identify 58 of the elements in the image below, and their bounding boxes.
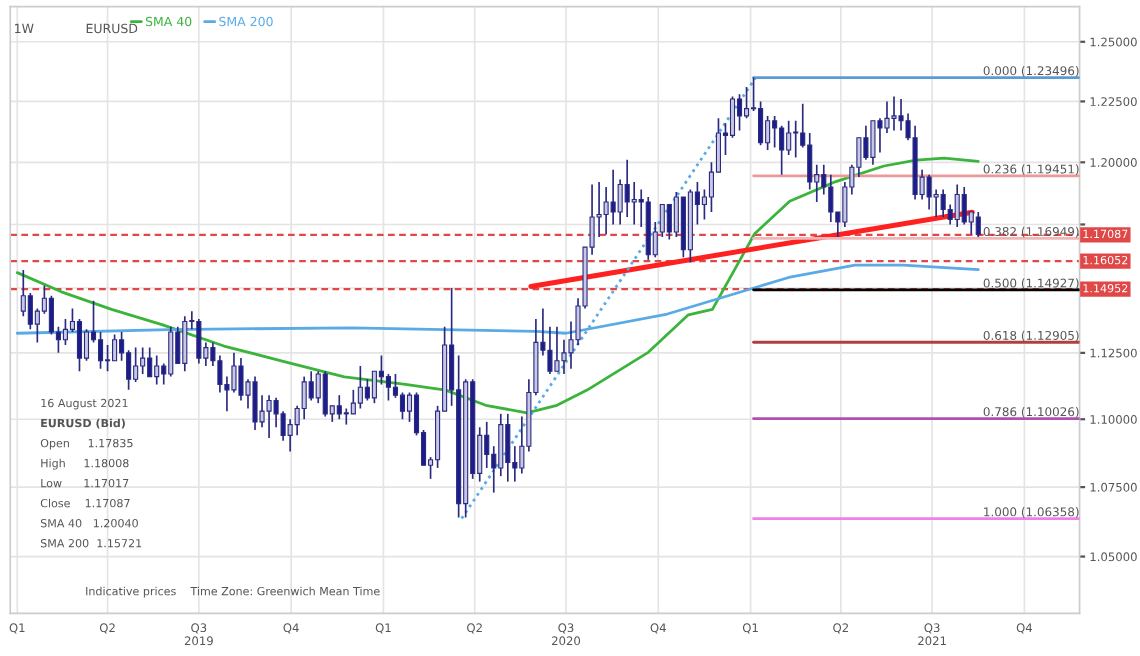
candlestick [48,294,54,336]
candlestick [140,346,146,375]
candlestick [772,115,778,149]
candlestick [863,124,869,161]
candlestick [336,394,342,421]
candlestick [371,370,377,404]
candlestick [758,100,764,146]
candlestick [196,318,202,365]
candlestick [786,119,792,156]
candlestick [20,269,26,318]
candlestick [954,183,960,228]
candlestick [610,168,616,226]
candlestick [870,119,876,166]
candlestick [877,117,883,154]
candlestick [631,181,637,226]
candlestick [484,421,490,469]
candlestick [666,203,672,241]
candlestick [154,354,160,386]
candlestick [828,173,834,223]
candlestick [399,391,406,421]
candlestick [898,98,904,132]
candlestick [105,344,111,373]
candlestick [133,346,139,383]
candlestick [83,328,90,362]
candlestick [308,370,314,402]
line-series [15,156,980,415]
candlestick [322,370,328,418]
candlestick [357,365,363,410]
candlestick [343,407,349,426]
candlestick [238,357,244,402]
candlestick [350,389,356,415]
candlestick [27,292,33,331]
candlestick [266,394,272,439]
candlestick [168,325,174,378]
candlestick [182,315,188,373]
candlestick [112,333,118,362]
candlestick [252,375,258,431]
candlestick [765,115,771,151]
candlestick [940,188,946,218]
candlestick [62,318,68,346]
candlestick [891,95,897,132]
candlestick [554,325,560,373]
candlestick [301,375,307,421]
candlestick [961,186,967,226]
candlestick [793,119,799,159]
candlestick [736,93,743,132]
candlestick [624,159,630,218]
candlestick [385,373,391,402]
candlestick [97,331,104,370]
candlestick [926,173,932,211]
candlestick [779,124,785,176]
candlestick [729,95,736,139]
candlestick [505,413,511,483]
candlestick [76,318,83,373]
candlestick [975,211,981,238]
candlestick [364,378,370,402]
candlestick [147,346,153,378]
candlestick [743,86,750,120]
